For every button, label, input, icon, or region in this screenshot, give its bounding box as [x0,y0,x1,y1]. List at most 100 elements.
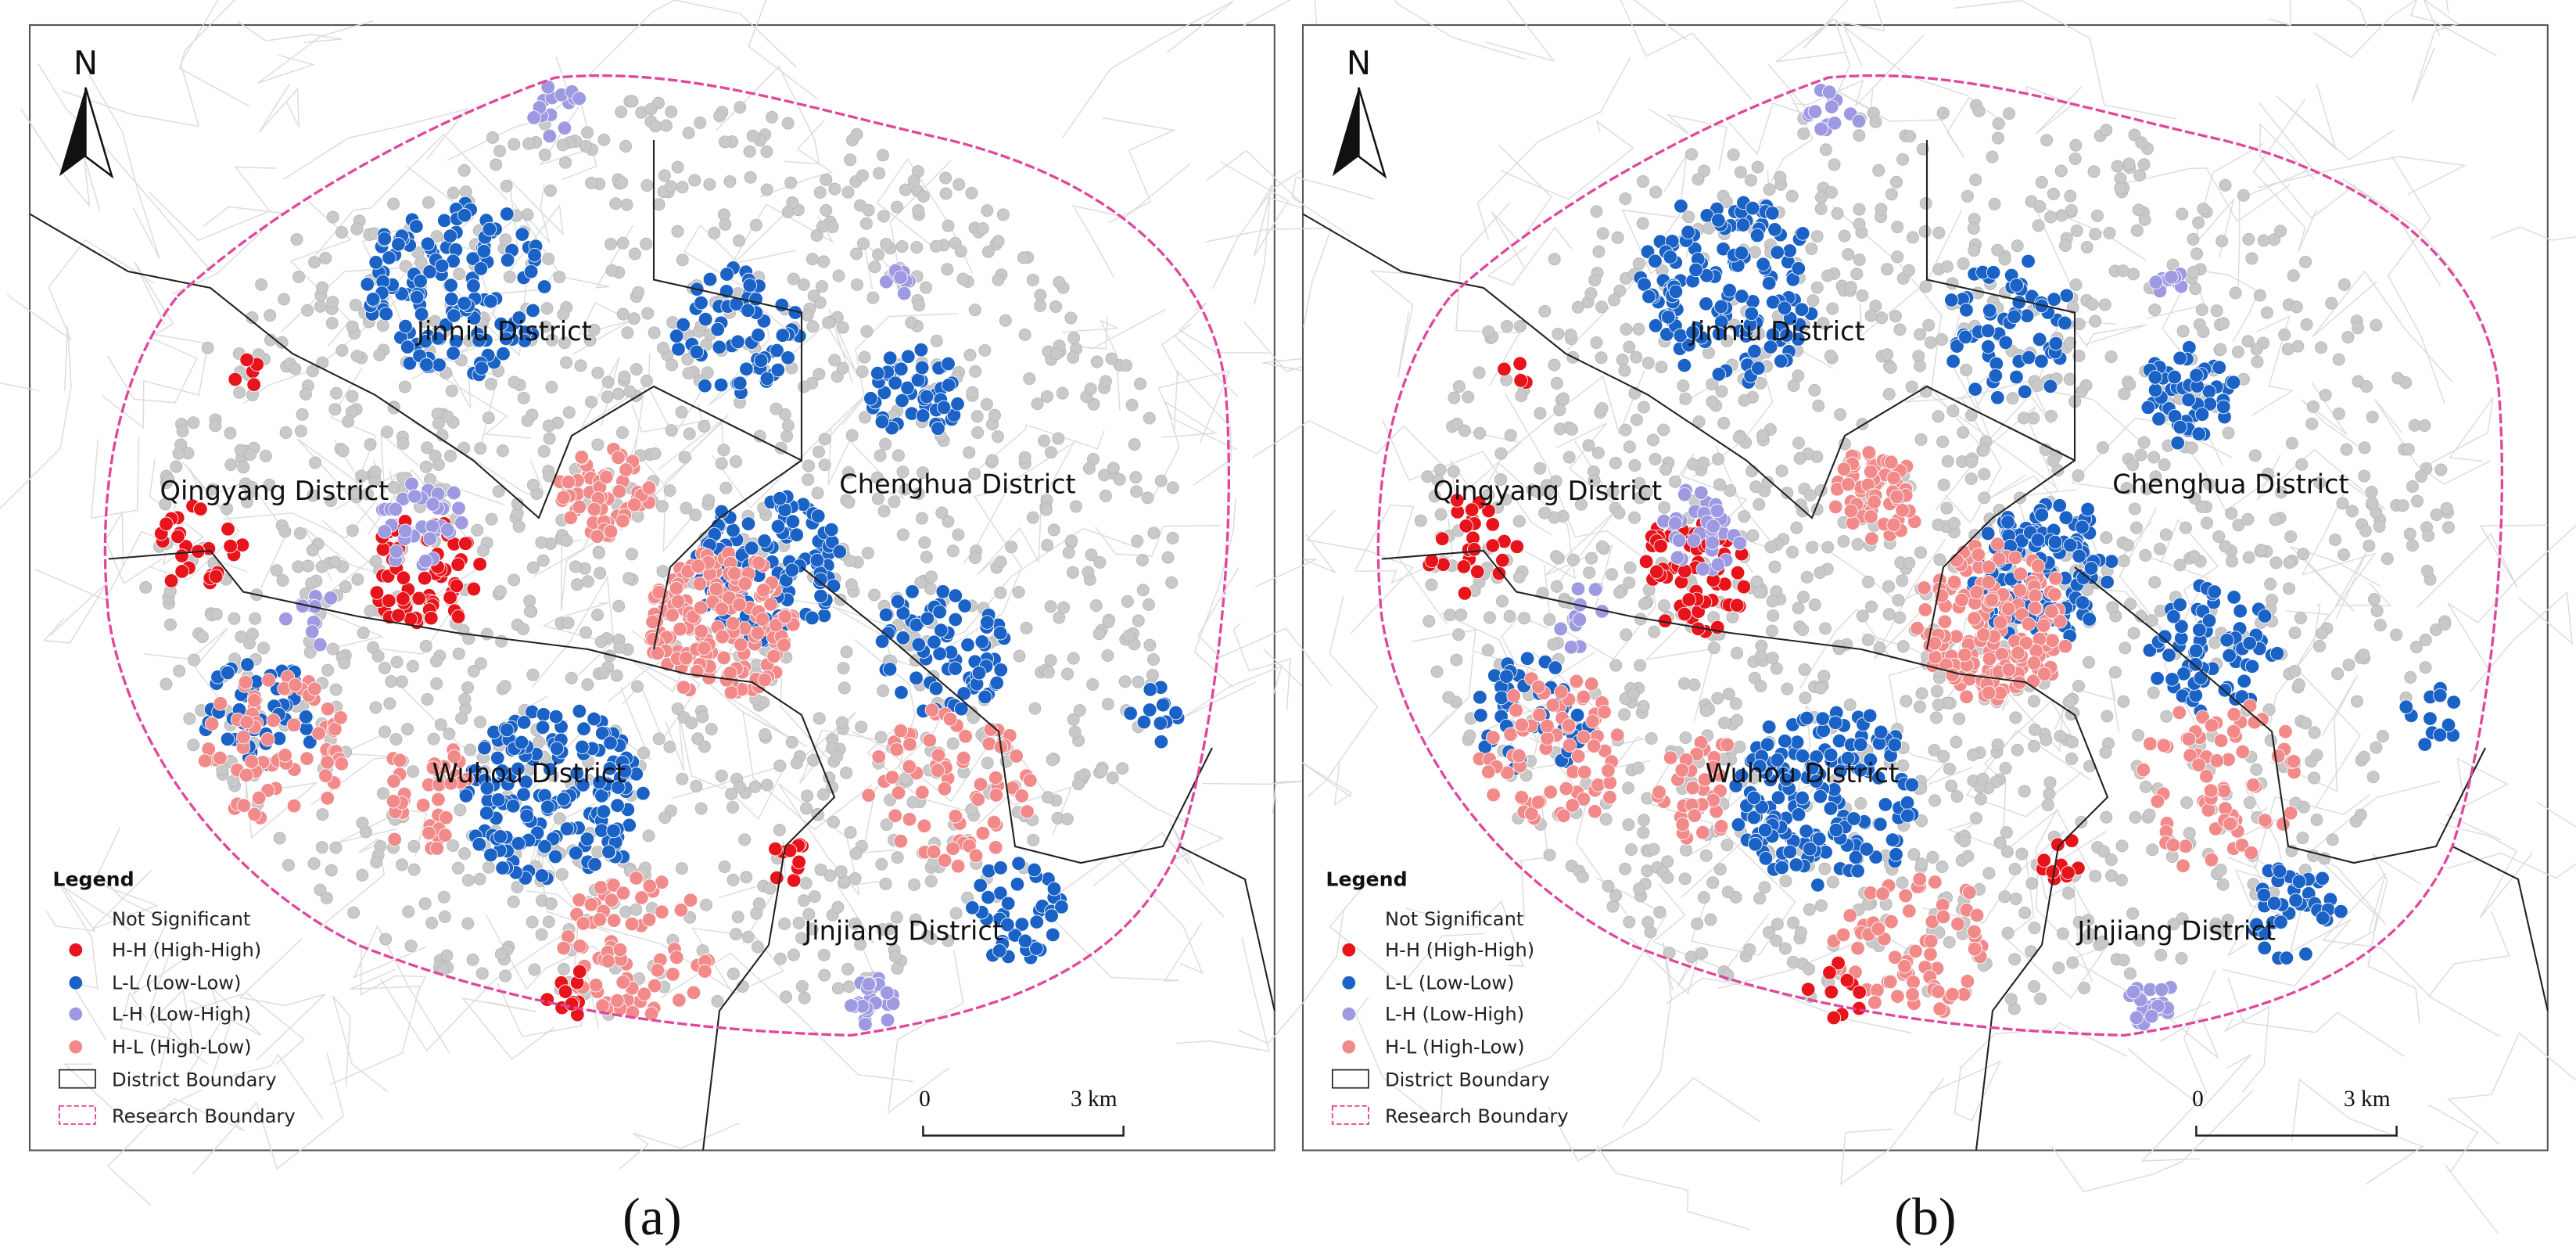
point-not-significant [385,675,398,688]
point-red [786,873,802,888]
point-not-significant [1425,578,1438,591]
point-not-significant [1136,553,1149,566]
point-blue [980,615,995,630]
point-not-significant [2025,877,2039,890]
point-not-significant [418,897,432,911]
point-not-significant [2183,827,2196,839]
point-sal [615,513,630,529]
point-not-significant [642,829,655,843]
point-not-significant [862,203,875,217]
point-blue [936,400,952,415]
point-blue [935,584,951,599]
point-blue [1982,303,1997,318]
point-not-significant [1628,511,1641,524]
point-blue [2172,597,2187,613]
point-blue [1746,790,1762,806]
point-not-significant [644,102,658,116]
point-lav [861,976,877,992]
point-not-significant [2329,533,2342,546]
point-not-significant [741,930,755,943]
point-not-significant [1712,452,1725,465]
point-not-significant [1991,243,2004,257]
point-blue [909,617,924,633]
point-not-significant [899,483,912,496]
road [841,313,959,426]
point-not-significant [453,268,466,281]
road [1381,419,1552,536]
point-not-significant [956,272,970,286]
point-not-significant [2365,485,2378,498]
point-not-significant [1691,917,1704,930]
point-not-significant [233,386,246,399]
point-not-significant [1630,413,1643,426]
point-not-significant [2403,527,2416,541]
point-not-significant [2190,247,2204,261]
point-not-significant [717,444,730,457]
point-blue [2072,548,2086,564]
point-sal [676,680,691,695]
road [1059,853,1204,975]
point-not-significant [2337,548,2350,562]
point-not-significant [694,802,708,815]
point-not-significant [2100,531,2113,544]
point-not-significant [1433,463,1447,476]
point-not-significant [196,631,209,644]
point-not-significant [685,717,698,730]
point-blue [726,523,741,538]
point-not-significant [969,365,982,378]
road [1110,778,1225,918]
point-not-significant [2089,228,2102,241]
point-not-significant [2011,239,2024,253]
point-not-significant [542,915,555,929]
point-not-significant [1744,174,1757,187]
point-not-significant [407,765,420,778]
point-not-significant [364,438,377,451]
point-blue [874,634,890,649]
point-sal [204,717,220,731]
road [155,992,305,1087]
point-not-significant [1843,698,1857,711]
point-not-significant [2192,216,2205,229]
point-not-significant [681,353,694,366]
road [101,345,209,429]
point-not-significant [2138,213,2151,226]
point-not-significant [2089,314,2102,328]
point-blue [1756,257,1771,272]
point-blue [1734,246,1749,261]
point-not-significant [2404,670,2417,684]
point-not-significant [2148,576,2162,589]
legend-label: L-H (Low-High) [112,1004,251,1026]
point-not-significant [307,489,320,502]
point-not-significant [1609,456,1622,469]
point-not-significant [856,365,869,379]
point-blue [365,292,381,307]
point-not-significant [553,271,566,284]
point-blue [1968,382,1982,397]
point-not-significant [842,980,856,993]
point-not-significant [1067,332,1081,345]
point-blue [832,544,847,559]
point-sal [641,480,657,495]
point-not-significant [493,585,507,598]
point-not-significant [910,241,924,254]
point-not-significant [1853,253,1866,267]
point-not-significant [1553,404,1566,417]
point-not-significant [1044,654,1057,667]
point-sal [723,684,739,700]
point-not-significant [976,221,989,235]
point-not-significant [1653,906,1667,918]
point-not-significant [876,923,889,936]
point-not-significant [2106,601,2119,614]
point-not-significant [994,555,1007,569]
point-blue [443,278,458,293]
point-sal [593,880,608,895]
point-not-significant [2366,771,2380,784]
point-not-significant [1770,662,1783,675]
point-not-significant [760,183,773,196]
point-sal [601,954,615,968]
road [134,261,212,345]
point-not-significant [292,270,305,283]
point-lav [557,120,572,135]
point-not-significant [390,656,404,669]
point-sal [239,767,254,783]
